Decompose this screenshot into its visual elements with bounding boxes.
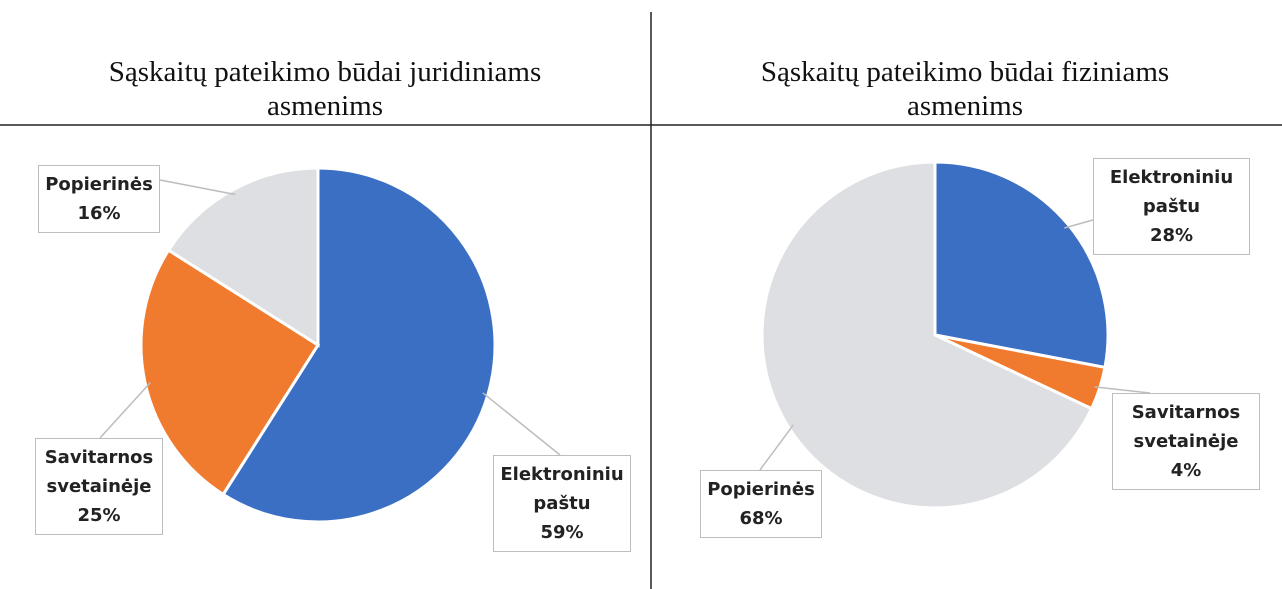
- pie-slice: [760, 160, 1094, 510]
- leader-line: [482, 392, 561, 456]
- label-value: 28%: [1149, 225, 1194, 246]
- pie-slice: [221, 166, 497, 524]
- data-label: Popierinės 68%: [700, 470, 822, 538]
- label-category: Elektroniniu paštu: [1109, 167, 1234, 217]
- label-value: 68%: [739, 508, 783, 529]
- data-label: Elektroniniu paštu 28%: [1093, 158, 1250, 255]
- chart-title: Sąskaitų pateikimo būdai fiziniams asmen…: [760, 56, 1170, 122]
- data-label: Elektroniniu paštu 59%: [493, 455, 631, 552]
- data-label: Popierinės 16%: [38, 165, 160, 233]
- pie-slice: [166, 166, 320, 348]
- label-category: Popierinės: [45, 174, 153, 195]
- label-category: Popierinės: [707, 479, 815, 500]
- leader-line: [1064, 219, 1094, 229]
- label-value: 25%: [77, 505, 121, 526]
- leader-line: [159, 179, 236, 196]
- label-category: Savitarnos svetainėje: [44, 447, 154, 497]
- data-label: Savitarnos svetainėje 4%: [1112, 393, 1260, 490]
- label-value: 59%: [540, 522, 584, 543]
- label-category: Savitarnos svetainėje: [1131, 402, 1241, 452]
- pie-slice: [933, 160, 1110, 370]
- pie-slice: [139, 248, 321, 497]
- data-label: Savitarnos svetainėje 25%: [35, 438, 163, 535]
- label-category: Elektroniniu paštu: [500, 464, 624, 514]
- chart-title: Sąskaitų pateikimo būdai juridiniams asm…: [108, 56, 542, 122]
- label-value: 4%: [1170, 460, 1202, 481]
- label-value: 16%: [77, 203, 121, 224]
- leader-line: [759, 424, 794, 471]
- leader-line: [99, 381, 152, 439]
- leader-line: [1094, 386, 1151, 394]
